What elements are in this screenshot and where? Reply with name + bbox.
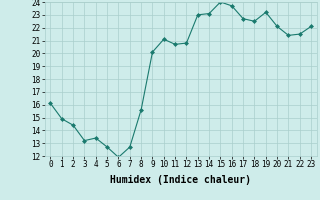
X-axis label: Humidex (Indice chaleur): Humidex (Indice chaleur) [110,175,251,185]
